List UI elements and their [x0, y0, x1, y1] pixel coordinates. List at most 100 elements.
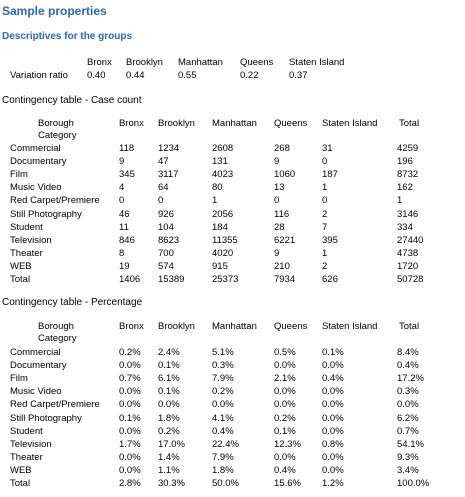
descriptives-heading: Descriptives for the groups — [2, 31, 133, 42]
table-cell: 9 — [274, 156, 280, 168]
table-cell: 28 — [274, 221, 285, 233]
table-cell: 0.1% — [322, 347, 344, 358]
table-column-header: Manhattan — [212, 321, 257, 332]
table-cell: 0.0% — [119, 399, 141, 411]
table-cell: 2 — [322, 260, 328, 272]
table-cell: 1234 — [158, 143, 180, 154]
table-cell: 46 — [119, 208, 130, 220]
table-cell: 1 — [322, 182, 328, 194]
table-cell: 3146 — [397, 208, 419, 220]
table-cell: 268 — [274, 143, 290, 154]
table-cell: 0.4% — [322, 373, 344, 385]
table-row-label: Television — [10, 438, 52, 450]
table-cell: 1.8% — [212, 464, 234, 476]
table-cell: 25373 — [212, 274, 239, 285]
table-cell: 9.3% — [397, 451, 419, 463]
descriptives-column-header: Queens — [240, 57, 274, 68]
table-cell: 0.0% — [397, 399, 419, 411]
table-cell: 27440 — [397, 234, 424, 246]
table-cell: 0.0% — [322, 425, 344, 437]
table-cell: 0.8% — [322, 438, 344, 450]
table-cell: 7.9% — [212, 373, 234, 385]
table-cell: 0.0% — [322, 360, 344, 372]
table-cell: 104 — [158, 221, 174, 233]
table-cell: 116 — [274, 208, 290, 220]
table-cell: 0.7% — [119, 373, 141, 385]
table-column-header: Brooklyn — [158, 321, 195, 332]
table-column-header: Staten Island — [322, 321, 378, 332]
table-cell: 0.4% — [212, 425, 234, 437]
descriptives-column-header: Manhattan — [178, 57, 223, 68]
descriptives-column-header: Brooklyn — [126, 57, 163, 68]
table-cell: 2608 — [212, 143, 234, 154]
table-cell: 0.3% — [212, 360, 234, 372]
table-row-label: Film — [10, 373, 28, 385]
table-column-header: Total — [399, 321, 420, 332]
table-cell: 17.0% — [158, 438, 185, 450]
table-cell: 5.1% — [212, 347, 234, 358]
table-cell: 1.2% — [322, 478, 344, 489]
table-row-label: Music Video — [10, 182, 62, 194]
table-row-label: Theater — [10, 451, 43, 463]
table-cell: 12.3% — [274, 438, 301, 450]
table-row-label: Red Carpet/Premiere — [10, 399, 100, 411]
table-cell: 9 — [274, 247, 280, 259]
table-cell: 50.0% — [212, 478, 239, 489]
table-cell: 9 — [119, 156, 125, 168]
table-cell: 4259 — [397, 143, 419, 154]
table-cell: 131 — [212, 156, 228, 168]
percent-table-heading: Contingency table - Percentage — [2, 297, 143, 308]
corner-label-borough: Borough — [38, 118, 74, 129]
table-column-header: Brooklyn — [158, 118, 195, 129]
table-column-header: Queens — [274, 118, 308, 129]
table-cell: 1 — [212, 195, 218, 207]
table-cell: 926 — [158, 208, 174, 220]
table-cell: 1.1% — [158, 464, 180, 476]
table-cell: 0.2% — [119, 347, 141, 358]
table-cell: 0.0% — [322, 386, 344, 398]
descriptives-value: 0.22 — [240, 70, 259, 81]
table-cell: 0.0% — [322, 464, 344, 476]
table-cell: 1.8% — [158, 412, 180, 424]
descriptives-value: 0.55 — [178, 70, 197, 81]
table-cell: 0 — [158, 195, 164, 207]
table-cell: 0.1% — [158, 386, 180, 398]
table-cell: 915 — [212, 260, 228, 272]
table-cell: 2056 — [212, 208, 234, 220]
table-cell: 0.0% — [119, 425, 141, 437]
table-row-label: WEB — [10, 464, 32, 476]
table-cell: 8.4% — [397, 347, 419, 358]
descriptives-column-header: Staten Island — [289, 57, 345, 68]
table-cell: 11 — [119, 221, 129, 233]
table-cell: 4020 — [212, 247, 234, 259]
table-cell: 0.0% — [322, 412, 344, 424]
count-table-heading: Contingency table - Case count — [2, 95, 142, 106]
table-cell: 0.1% — [158, 360, 180, 372]
table-cell: 0.3% — [397, 386, 419, 398]
table-cell: 574 — [158, 260, 174, 272]
table-cell: 0 — [322, 195, 328, 207]
table-row-label: Student — [10, 221, 43, 233]
table-cell: 1.7% — [119, 438, 141, 450]
table-column-header: Queens — [274, 321, 308, 332]
table-cell: 2.1% — [274, 373, 296, 385]
table-row-label: Theater — [10, 247, 43, 259]
table-row-label: Commercial — [10, 347, 61, 358]
table-cell: 0.0% — [322, 399, 344, 411]
table-cell: 1.4% — [158, 451, 180, 463]
table-cell: 4.1% — [212, 412, 234, 424]
table-cell: 13 — [274, 182, 285, 194]
table-cell: 3117 — [158, 169, 179, 181]
table-row-label: Total — [10, 274, 31, 285]
table-cell: 15.6% — [274, 478, 301, 489]
table-cell: 1 — [322, 247, 328, 259]
table-cell: 6221 — [274, 234, 296, 246]
table-cell: 19 — [119, 260, 130, 272]
table-cell: 162 — [397, 182, 413, 194]
table-cell: 3.4% — [397, 464, 419, 476]
table-cell: 0.0% — [274, 399, 296, 411]
table-cell: 0.0% — [119, 360, 141, 372]
table-cell: 2.8% — [119, 478, 141, 489]
table-cell: 2 — [322, 208, 328, 220]
table-cell: 0.1% — [119, 412, 141, 424]
